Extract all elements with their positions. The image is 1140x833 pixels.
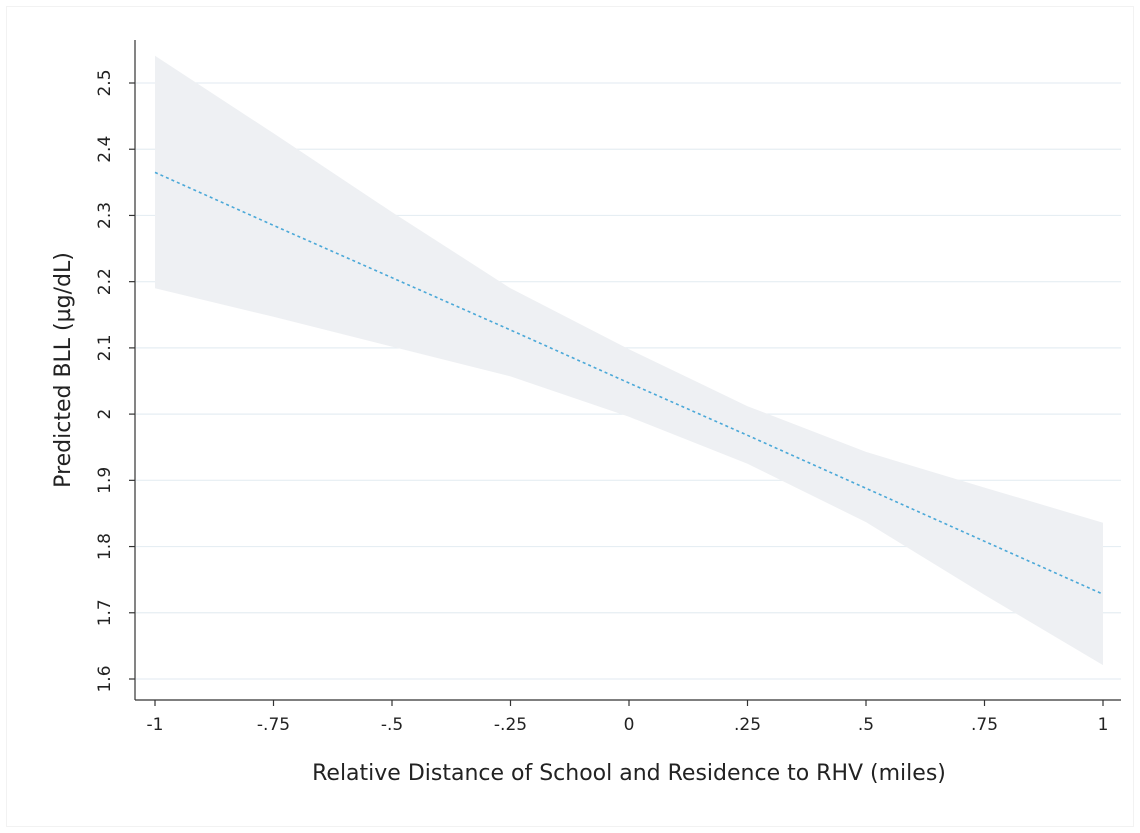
y-axis-title: Predicted BLL (µg/dL)	[51, 252, 76, 488]
y-tick-label: 1.9	[95, 467, 115, 494]
y-tick-label: 2.1	[95, 334, 115, 361]
x-tick-label: -1	[147, 715, 164, 735]
gridlines	[136, 82, 1121, 680]
y-tick-label: 2.3	[95, 202, 115, 229]
y-tick-label: 1.7	[95, 599, 115, 626]
y-tick-label: 2	[95, 409, 115, 420]
x-tick-label: .25	[734, 715, 761, 735]
y-tick-label: 1.6	[95, 665, 115, 692]
confidence-band	[155, 55, 1103, 666]
x-tick-label: 1	[1098, 715, 1109, 735]
x-tick-label: 0	[624, 715, 635, 735]
y-ticks: 1.6 1.7 1.8 1.9 2 2.1 2.2 2.3 2.4 2.5	[95, 69, 135, 693]
fitted-line	[154, 171, 1104, 595]
axes	[134, 40, 1121, 701]
y-tick-label: 2.5	[95, 69, 115, 96]
x-tick-label: -.75	[257, 715, 290, 735]
x-axis-title: Relative Distance of School and Residenc…	[312, 761, 946, 786]
y-tick-label: 1.8	[95, 533, 115, 560]
x-tick-label: .5	[858, 715, 874, 735]
y-tick-label: 2.4	[95, 136, 115, 163]
x-tick-label: -.5	[381, 715, 403, 735]
x-tick-label: -.25	[494, 715, 527, 735]
x-tick-label: .75	[971, 715, 998, 735]
y-tick-label: 2.2	[95, 268, 115, 295]
x-ticks: -1 -.75 -.5 -.25 0 .25 .5 .75 1	[147, 700, 1109, 735]
